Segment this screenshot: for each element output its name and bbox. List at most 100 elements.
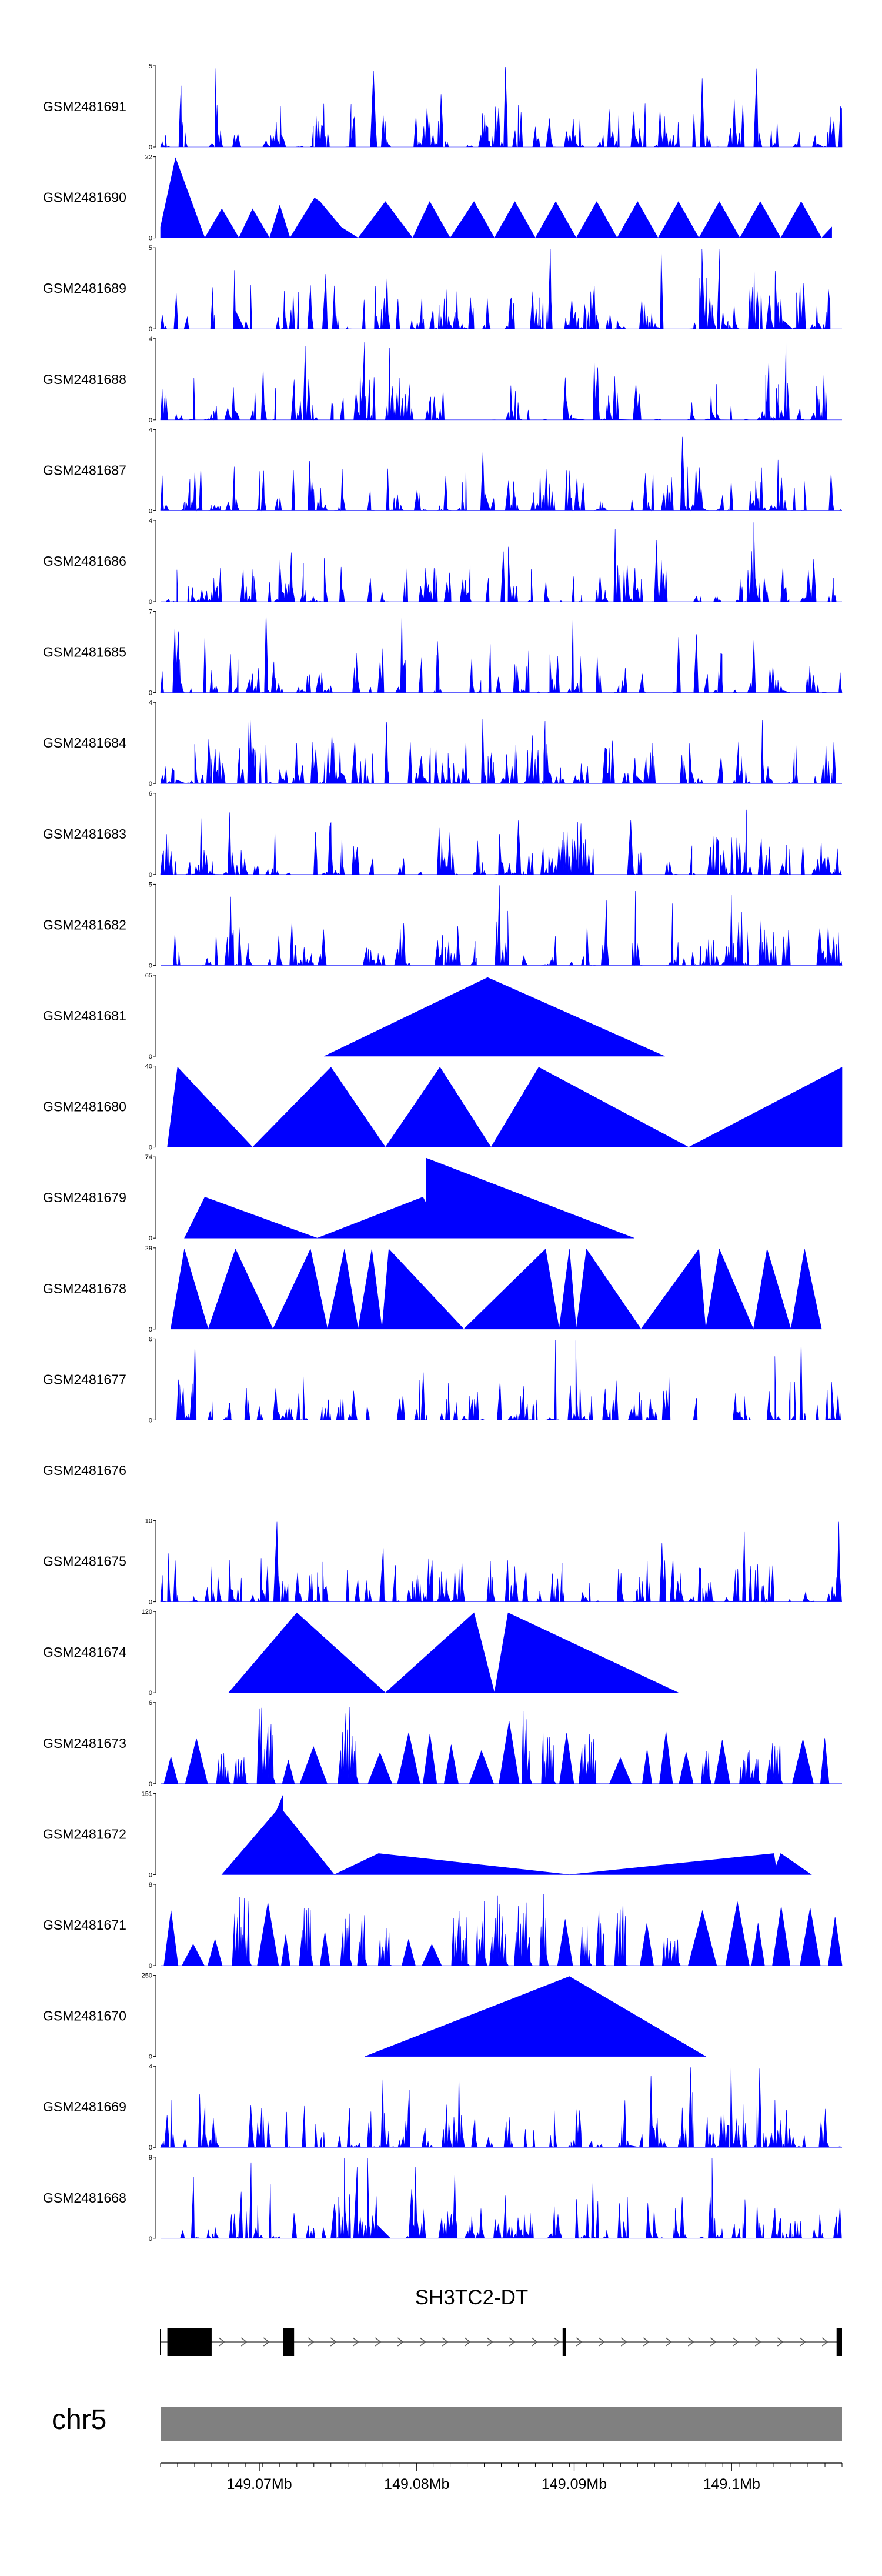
strand-arrow [397, 2337, 404, 2347]
strand-arrow [687, 2337, 694, 2347]
track-label: GSM2481676 [43, 1463, 126, 1478]
y-axis-max-label: 7 [149, 609, 152, 616]
signal-area [160, 342, 842, 421]
track-GSM2481682: GSM2481682 5 0 [43, 881, 843, 969]
track-label: GSM2481674 [43, 1644, 126, 1660]
signal-area [160, 612, 843, 693]
strand-arrow [330, 2337, 337, 2347]
signal-area [365, 1976, 707, 2057]
track-label: GSM2481686 [43, 553, 126, 569]
track-label: GSM2481678 [43, 1281, 126, 1296]
track-label: GSM2481684 [43, 735, 126, 750]
genome-coordinate-label: 149.07Mb [226, 2476, 292, 2492]
track-label: GSM2481677 [43, 1372, 126, 1387]
gene-exon [836, 2328, 842, 2356]
strand-arrow [799, 2337, 806, 2347]
y-axis-max-label: 6 [149, 1700, 152, 1707]
signal-area [160, 436, 843, 512]
track-GSM2481691: GSM2481691 5 0 [43, 63, 843, 151]
y-axis-min-label: 0 [149, 326, 152, 333]
y-axis-min-label: 0 [149, 872, 152, 879]
strand-arrow [531, 2337, 538, 2347]
track-GSM2481674: GSM2481674 120 0 [43, 1609, 679, 1697]
strand-arrow [576, 2337, 583, 2347]
y-axis-min-label: 0 [149, 2054, 152, 2061]
signal-area [167, 1066, 843, 1148]
y-axis-min-label: 0 [149, 1963, 152, 1970]
track-GSM2481670: GSM2481670 250 0 [43, 1973, 707, 2061]
y-axis-min-label: 0 [149, 2144, 152, 2151]
strand-arrow [486, 2337, 493, 2347]
y-axis-min-label: 0 [149, 235, 152, 242]
y-axis-max-label: 4 [149, 518, 152, 525]
y-axis-min-label: 0 [149, 1871, 152, 1878]
y-axis-max-label: 6 [149, 790, 152, 798]
track-GSM2481688: GSM2481688 4 0 [43, 336, 842, 424]
signal-tracks: GSM248169150GSM2481690220GSM248168950GSM… [43, 63, 843, 2243]
y-axis-min-label: 0 [149, 1144, 152, 1152]
signal-area [161, 522, 842, 602]
signal-area [221, 1794, 812, 1875]
track-label: GSM2481673 [43, 1736, 126, 1751]
track-label: GSM2481689 [43, 281, 126, 296]
y-axis-max-label: 6 [149, 1336, 152, 1343]
track-label: GSM2481682 [43, 917, 126, 932]
track-GSM2481690: GSM2481690 22 0 [43, 154, 832, 242]
genome-axis: 149.07Mb 149.08Mb 149.09Mb 149.1Mb [160, 2462, 843, 2492]
signal-area [171, 1248, 822, 1330]
y-axis-min-label: 0 [149, 1326, 152, 1333]
signal-area [184, 1157, 634, 1239]
y-axis-min-label: 0 [149, 508, 152, 515]
track-label: GSM2481681 [43, 1008, 126, 1023]
y-axis-min-label: 0 [149, 2235, 152, 2243]
track-GSM2481689: GSM2481689 5 0 [43, 245, 842, 333]
y-axis-max-label: 4 [149, 699, 152, 706]
strand-arrow [665, 2337, 672, 2347]
gene-track: SH3TC2-DT [160, 2286, 842, 2356]
gene-exon [562, 2328, 566, 2356]
y-axis-max-label: 4 [149, 2063, 152, 2070]
track-GSM2481684: GSM2481684 4 0 [43, 699, 842, 788]
y-axis-max-label: 22 [145, 154, 152, 161]
signal-area [161, 1894, 843, 1966]
track-GSM2481683: GSM2481683 6 0 [43, 790, 842, 879]
y-axis-min-label: 0 [149, 1235, 152, 1242]
strand-arrow [754, 2337, 761, 2347]
track-GSM2481686: GSM2481686 4 0 [43, 518, 842, 606]
strand-arrow [308, 2337, 315, 2347]
track-GSM2481677: GSM2481677 6 0 [43, 1336, 842, 1424]
track-GSM2481681: GSM2481681 65 0 [43, 972, 665, 1060]
signal-area [228, 1612, 679, 1693]
strand-arrow [732, 2337, 739, 2347]
strand-arrow [375, 2337, 382, 2347]
y-axis-max-label: 29 [145, 1245, 152, 1252]
signal-area [161, 2158, 842, 2239]
track-GSM2481675: GSM2481675 10 0 [43, 1518, 842, 1606]
strand-arrow [598, 2337, 605, 2347]
track-label: GSM2481669 [43, 2099, 126, 2114]
y-axis-min-label: 0 [149, 1417, 152, 1424]
track-label: GSM2481683 [43, 826, 126, 842]
track-GSM2481671: GSM2481671 8 0 [43, 1881, 843, 1970]
y-axis-max-label: 10 [145, 1518, 152, 1525]
y-axis-min-label: 0 [149, 780, 152, 788]
y-axis-min-label: 0 [149, 599, 152, 606]
signal-area [160, 249, 842, 330]
signal-area [161, 1340, 842, 1421]
strand-arrow [553, 2337, 560, 2347]
strand-arrow [821, 2337, 828, 2347]
gene-exon [283, 2328, 295, 2356]
y-axis-min-label: 0 [149, 1599, 152, 1606]
track-label: GSM2481679 [43, 1190, 126, 1205]
strand-arrow [240, 2337, 248, 2347]
track-GSM2481680: GSM2481680 40 0 [43, 1063, 843, 1152]
y-axis-max-label: 74 [145, 1154, 152, 1161]
chromosome-band [161, 2407, 842, 2441]
track-label: GSM2481688 [43, 372, 126, 387]
y-axis-max-label: 4 [149, 426, 152, 433]
signal-area [160, 719, 842, 785]
track-GSM2481676: GSM2481676 [43, 1463, 126, 1478]
y-axis-min-label: 0 [149, 144, 152, 151]
y-axis-min-label: 0 [149, 690, 152, 697]
